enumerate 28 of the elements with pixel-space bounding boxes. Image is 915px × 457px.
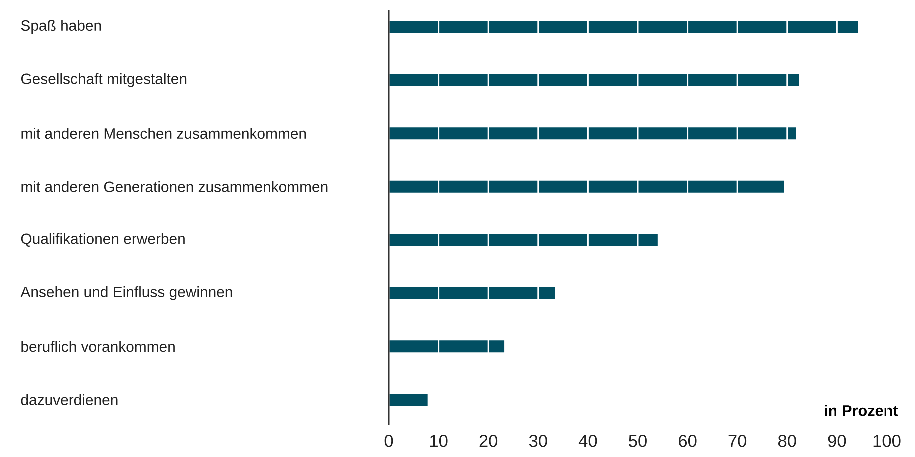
y-tick-label: Spaß haben (21, 20, 102, 34)
x-tick-label: 90 (828, 435, 846, 448)
x-tick-label: 40 (578, 435, 598, 448)
x-tick-label: 50 (629, 435, 647, 448)
bar (389, 234, 658, 246)
x-tick-label: 60 (679, 435, 697, 448)
x-tick-label: 20 (480, 435, 498, 448)
y-tick-label: mit anderen Generationen zusammenkommen (22, 181, 328, 192)
bar (389, 180, 784, 193)
bar (389, 21, 858, 34)
y-tick-label: Qualifikationen erwerben (21, 233, 185, 247)
x-tick-label: 100 (874, 435, 901, 448)
x-axis-title: in Prozent (825, 405, 898, 416)
bar (389, 74, 800, 86)
x-tick-label: 70 (728, 435, 747, 448)
y-tick-label: Ansehen und Einfluss gewinnen (20, 286, 232, 300)
x-tick-label: 0 (384, 435, 394, 448)
bar (389, 340, 505, 353)
x-tick-label: 30 (529, 435, 548, 448)
bar (389, 287, 556, 300)
x-tick-label: 10 (430, 435, 448, 448)
y-tick-label: dazuverdienen (21, 394, 118, 406)
bar (389, 128, 796, 140)
x-tick-label: 80 (778, 435, 796, 448)
bar (389, 394, 428, 406)
y-tick-label: beruflich vorankommen (22, 341, 175, 352)
y-tick-label: mit anderen Menschen zusammenkommen (22, 128, 306, 140)
y-tick-label: Gesellschaft mitgestalten (21, 73, 187, 88)
